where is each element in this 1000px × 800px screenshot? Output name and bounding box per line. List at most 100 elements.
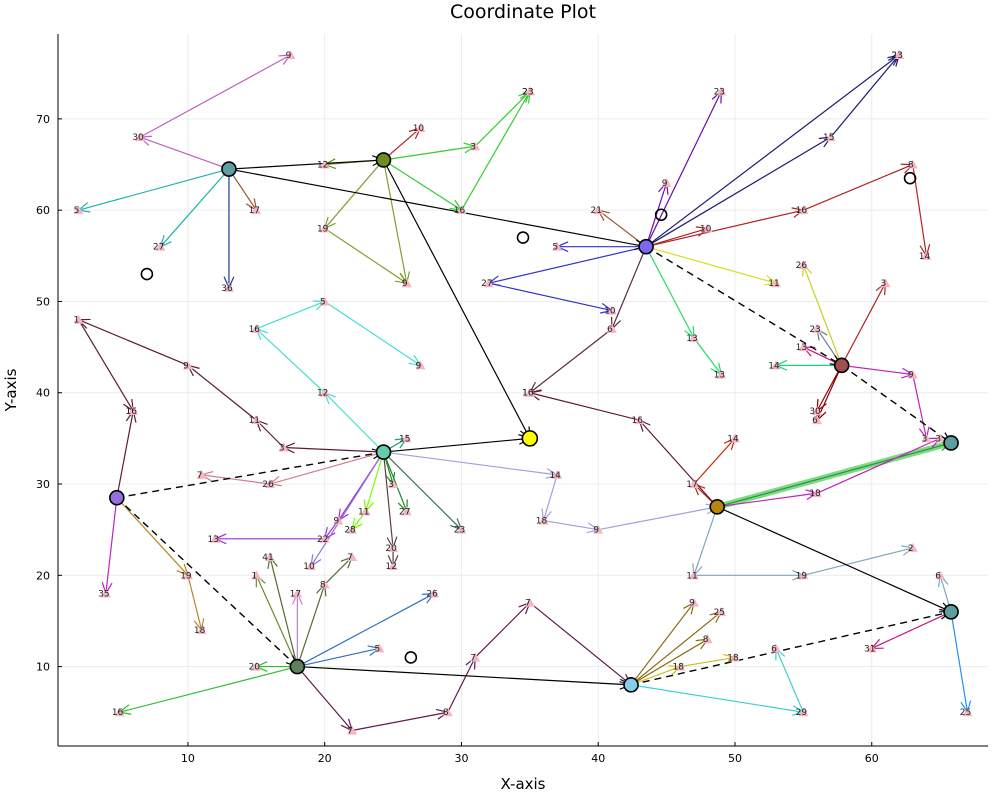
point-label: 11 xyxy=(686,571,697,581)
point-marker xyxy=(552,469,563,479)
point-label: 17 xyxy=(249,206,260,216)
point-marker xyxy=(319,387,330,397)
point-marker xyxy=(264,479,275,489)
point-label: 1 xyxy=(74,316,80,326)
hub-node xyxy=(109,489,125,506)
point-marker xyxy=(456,524,467,534)
spoke-edge xyxy=(187,575,203,631)
point-marker xyxy=(688,332,699,342)
spoke-edge xyxy=(310,451,385,567)
spoke-edge xyxy=(645,91,722,247)
spoke-edge xyxy=(296,584,326,667)
y-tick-label: 30 xyxy=(36,478,50,491)
point-marker xyxy=(606,305,617,315)
y-tick-label: 60 xyxy=(36,204,50,217)
point-marker xyxy=(716,606,727,616)
spoke-edge xyxy=(816,365,843,421)
point-label: 35 xyxy=(98,590,109,600)
hub-node xyxy=(289,658,306,675)
point-label: 3 xyxy=(470,142,476,152)
point-marker xyxy=(812,405,823,415)
spoke-edge xyxy=(488,282,613,312)
x-tick-label: 50 xyxy=(728,752,742,765)
point-label: 5 xyxy=(375,644,381,654)
open-circle-marker xyxy=(654,208,668,222)
hub-node xyxy=(943,435,959,451)
point-label: 13 xyxy=(686,334,697,344)
spoke-edge xyxy=(78,319,189,366)
point-marker xyxy=(702,634,713,644)
point-marker xyxy=(415,360,426,370)
point-marker xyxy=(606,323,617,333)
point-marker xyxy=(401,433,412,443)
point-label: 18 xyxy=(536,517,548,527)
spoke-edge xyxy=(383,127,421,161)
x-tick-label: 60 xyxy=(865,752,879,765)
spoke-edge xyxy=(283,446,384,453)
spoke-edge xyxy=(645,136,832,248)
spoke-edge xyxy=(324,300,421,366)
point-label: 3 xyxy=(935,434,941,444)
point-label: 18 xyxy=(809,489,821,499)
spoke-edge xyxy=(382,452,394,548)
point-label: 5 xyxy=(552,243,558,253)
x-axis-label: X-axis xyxy=(501,775,546,793)
spoke-edge xyxy=(297,647,380,668)
point-marker xyxy=(251,570,262,580)
point-label: 11 xyxy=(768,279,779,289)
point-marker xyxy=(798,570,809,580)
point-label: 14 xyxy=(549,471,561,481)
point-marker xyxy=(716,369,727,379)
point-label: 19 xyxy=(180,571,192,581)
point-marker xyxy=(812,488,823,498)
spoke-edge xyxy=(116,410,134,498)
point-label: 14 xyxy=(768,361,780,371)
point-marker xyxy=(388,561,399,571)
point-marker xyxy=(251,415,262,425)
point-marker xyxy=(429,588,440,598)
spoke-edge xyxy=(460,91,531,211)
point-label: 3 xyxy=(279,444,285,454)
point-label: 6 xyxy=(771,644,777,654)
point-label: 23 xyxy=(714,88,725,98)
point-marker xyxy=(264,552,275,562)
point-label: 9 xyxy=(662,179,668,189)
spoke-edge xyxy=(474,602,531,658)
point-label: 36 xyxy=(221,284,233,294)
point-label: 8 xyxy=(908,161,914,171)
solid-link xyxy=(228,168,647,248)
hub-node xyxy=(943,604,959,620)
point-label: 1 xyxy=(251,571,257,581)
x-tick-label: 30 xyxy=(454,752,468,765)
spoke-edge xyxy=(365,451,385,512)
point-label: 6 xyxy=(812,416,818,426)
point-marker xyxy=(593,205,604,215)
point-label: 27 xyxy=(153,243,164,253)
point-label: 21 xyxy=(590,206,601,216)
point-label: 9 xyxy=(334,517,340,527)
point-marker xyxy=(962,707,973,717)
dashed-link xyxy=(116,497,298,668)
spoke-edge xyxy=(680,656,736,668)
point-marker xyxy=(688,479,699,489)
point-label: 14 xyxy=(727,434,739,444)
point-label: 10 xyxy=(604,307,616,317)
point-marker xyxy=(182,360,193,370)
y-tick-label: 50 xyxy=(36,295,50,308)
point-marker xyxy=(278,442,289,452)
point-label: 10 xyxy=(303,562,315,572)
point-marker xyxy=(470,652,481,662)
hub-node xyxy=(833,357,850,374)
point-label: 11 xyxy=(249,416,260,426)
point-label: 9 xyxy=(286,51,292,61)
point-marker xyxy=(935,570,946,580)
point-label: 10 xyxy=(413,124,425,134)
point-label: 16 xyxy=(522,389,534,399)
point-marker xyxy=(415,123,426,133)
point-label: 6 xyxy=(935,571,941,581)
point-marker xyxy=(155,241,166,251)
point-marker xyxy=(771,278,782,288)
point-marker xyxy=(128,405,139,415)
spoke-edge xyxy=(717,492,818,508)
